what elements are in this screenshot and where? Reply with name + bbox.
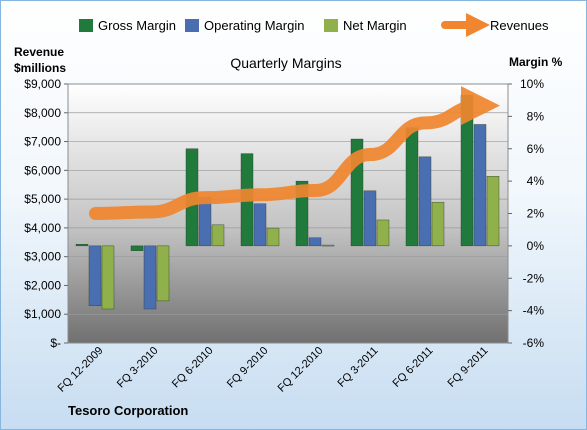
category-label: FQ 9-2011 [446, 345, 491, 390]
legend-swatch-net-margin [324, 19, 338, 32]
right-tick-label: -4% [523, 304, 545, 318]
left-tick-label: $5,000 [24, 192, 61, 206]
revenues-line [89, 86, 500, 220]
bar-operating-margin [143, 245, 157, 310]
right-tick-label: 10% [520, 77, 544, 91]
right-tick-label: 0% [527, 239, 545, 253]
bar-net-margin [211, 224, 225, 247]
bar-operating-margin [253, 203, 267, 247]
legend-swatch-operating-margin [185, 19, 199, 32]
left-tick-label: $6,000 [24, 163, 61, 177]
left-tick-label: $9,000 [24, 77, 61, 91]
category-label: FQ 3-2011 [336, 345, 381, 390]
bar-gross-margin [405, 127, 419, 247]
legend-label-revenues: Revenues [490, 18, 549, 33]
right-tick-label: -2% [523, 271, 545, 285]
bar-gross-margin [130, 245, 144, 251]
right-tick-label: 8% [527, 109, 545, 123]
right-axis-title: Margin % [509, 55, 563, 69]
bar-net-margin [156, 245, 170, 302]
bar-gross-margin [460, 95, 474, 247]
category-label: FQ 12-2010 [276, 345, 326, 395]
category-label: FQ 12-2009 [56, 345, 106, 395]
right-tick-label: -6% [523, 336, 545, 350]
bar-net-margin [101, 245, 115, 310]
left-tick-label: $2,000 [24, 278, 61, 292]
company-name: Tesoro Corporation [68, 403, 188, 418]
category-label: FQ 3-2010 [115, 345, 161, 391]
category-label: FQ 6-2011 [391, 345, 436, 390]
right-tick-label: 6% [527, 142, 545, 156]
bar-net-margin [321, 244, 335, 247]
bar-net-margin [376, 219, 390, 247]
bar-gross-margin [75, 244, 89, 247]
left-axis-title-line2: $millions [14, 61, 66, 75]
chart-title: Quarterly Margins [230, 55, 341, 71]
right-axis-ticks: 10% 8% 6% 4% 2% 0% -2% -4% -6% [508, 77, 544, 350]
bar-operating-margin [418, 156, 432, 247]
category-label: FQ 6-2010 [170, 345, 216, 391]
bar-net-margin [266, 227, 280, 247]
bar-operating-margin [88, 245, 102, 306]
left-tick-label: $7,000 [24, 135, 61, 149]
bar-net-margin [431, 201, 445, 247]
bar-operating-margin [473, 124, 487, 247]
category-label: FQ 9-2010 [225, 345, 271, 391]
right-tick-label: 2% [527, 207, 545, 221]
left-tick-label: $1,000 [24, 307, 61, 321]
legend-label-gross-margin: Gross Margin [98, 18, 176, 33]
legend-label-operating-margin: Operating Margin [204, 18, 304, 33]
bar-net-margin [486, 176, 500, 247]
category-labels: FQ 12-2009 FQ 3-2010 FQ 6-2010 FQ 9-2010 FQ … [56, 345, 491, 395]
bar-operating-margin [363, 190, 377, 247]
left-tick-label: $- [50, 336, 61, 350]
legend: Gross Margin Operating Margin Net Margin… [79, 13, 549, 37]
bar-operating-margin [198, 197, 212, 247]
left-tick-label: $8,000 [24, 106, 61, 120]
right-tick-label: 4% [527, 174, 545, 188]
gridlines [68, 112, 508, 315]
left-axis-title-line1: Revenue [14, 45, 64, 59]
legend-swatch-gross-margin [79, 19, 93, 32]
revenue-line-group [89, 86, 500, 220]
left-axis-ticks: $9,000 $8,000 $7,000 $6,000 $5,000 $4,000 $3,0… [24, 77, 68, 350]
bar-operating-margin [308, 237, 322, 247]
left-tick-label: $3,000 [24, 250, 61, 264]
left-tick-label: $4,000 [24, 221, 61, 235]
legend-label-net-margin: Net Margin [343, 18, 407, 33]
